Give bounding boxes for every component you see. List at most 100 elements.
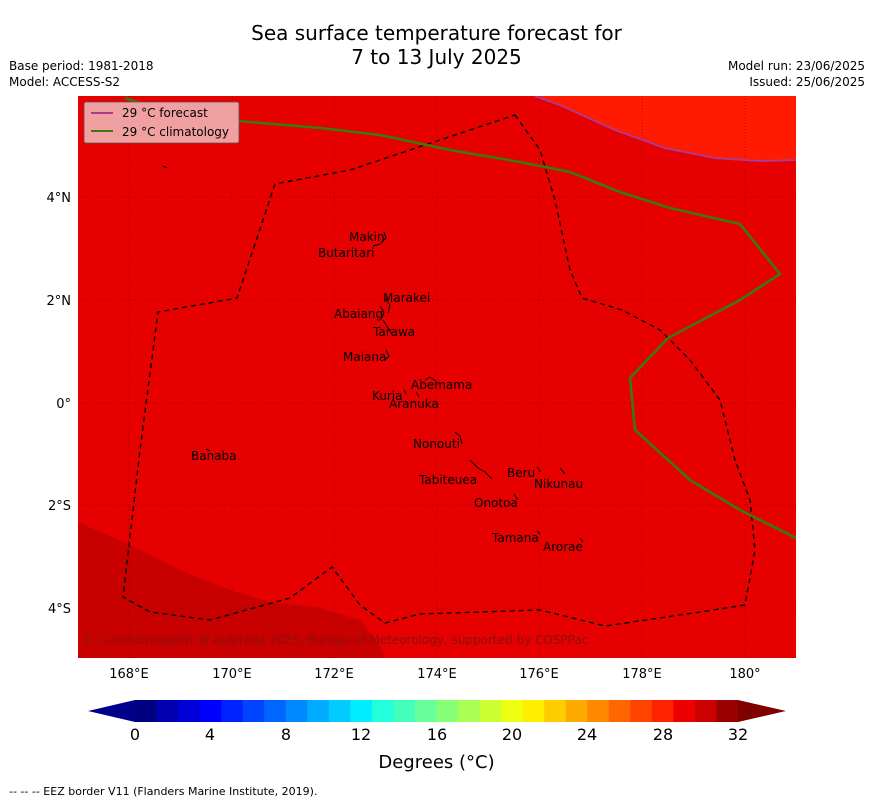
place-label: Kuria [372, 389, 403, 403]
colorbar-cell [135, 700, 158, 722]
graticule [78, 96, 796, 658]
warm-region [535, 96, 796, 161]
colorbar-cell [587, 700, 610, 722]
colorbar-tick-label: 4 [204, 725, 216, 744]
island-small [162, 165, 168, 169]
island-tabiteuea [469, 459, 493, 480]
cool-region [78, 522, 385, 658]
lat-tick-label: 4°S [48, 602, 71, 617]
place-label: Butaritari [318, 246, 375, 260]
legend-forecast-label: 29 °C forecast [122, 106, 208, 120]
colorbar-cell [608, 700, 631, 722]
colorbar-cell [694, 700, 717, 722]
colorbar-title: Degrees (°C) [378, 752, 495, 773]
colorbar-cell [716, 700, 739, 722]
colorbar-cell [242, 700, 265, 722]
island-maiana [384, 349, 390, 361]
colorbar-cell [264, 700, 287, 722]
lon-tick-label: 170°E [212, 667, 252, 682]
island-kuria [403, 389, 407, 395]
place-label: Makin [349, 230, 385, 244]
eez-border [122, 114, 756, 627]
colorbar-cell [156, 700, 179, 722]
colorbar-cell [673, 700, 696, 722]
model-run-text: Model run: 23/06/2025 [727, 59, 865, 73]
lon-tick-label: 174°E [417, 667, 457, 682]
lon-tick-label: 172°E [314, 667, 354, 682]
place-label: Marakei [383, 291, 430, 305]
lon-tick-label: 180° [729, 667, 760, 682]
copyright-text: © Commonwealth of Australia 2025, Bureau… [83, 633, 588, 647]
place-label: Abemama [411, 378, 472, 392]
colorbar-cell [307, 700, 330, 722]
island-aranuka [415, 391, 420, 398]
forecast-29c-contour [534, 96, 796, 163]
colorbar-cell [328, 700, 351, 722]
place-label: Beru [507, 466, 535, 480]
colorbar-cell [565, 700, 588, 722]
lat-tick-label: 2°N [47, 294, 72, 309]
colorbar-tick-label: 28 [652, 725, 674, 744]
map-plot-area: Makin Butaritari Marakei Abaiang Tarawa … [78, 96, 796, 658]
place-label: Banaba [191, 449, 237, 463]
colorbar-cell [436, 700, 459, 722]
colorbar-cell [630, 700, 653, 722]
colorbar-cell [393, 700, 416, 722]
island-marakei [384, 297, 391, 314]
meta-right: Model run: 23/06/2025 Issued: 25/06/2025 [728, 58, 865, 90]
climatology-29c-contour [124, 96, 796, 540]
island-nikunau [559, 467, 566, 475]
legend-box [83, 101, 240, 144]
place-label: Tabiteuea [418, 473, 477, 487]
lon-tick-label: 176°E [519, 667, 559, 682]
place-labels: Makin Butaritari Marakei Abaiang Tarawa … [191, 230, 583, 554]
sst-map: Makin Butaritari Marakei Abaiang Tarawa … [47, 96, 796, 682]
colorbar-cell [285, 700, 308, 722]
island-nonouti [454, 431, 463, 445]
colorbar-cell [221, 700, 244, 722]
place-label: Nonouti [413, 437, 460, 451]
issued-text: Issued: 25/06/2025 [749, 75, 865, 89]
island-tamana [536, 530, 541, 535]
place-label: Tarawa [372, 325, 415, 339]
lat-tick-label: 0° [56, 397, 71, 412]
longitude-tick-labels: 168°E 170°E 172°E 174°E 176°E 178°E 180° [109, 667, 760, 682]
model-text: Model: ACCESS-S2 [9, 75, 121, 89]
base-period-text: Base period: 1981-2018 [9, 59, 154, 73]
island-abaiang [379, 305, 385, 319]
colorbar-cell [479, 700, 502, 722]
colorbar-tick-label: 8 [280, 725, 292, 744]
colorbar-cell [414, 700, 437, 722]
place-label: Aranuka [389, 397, 439, 411]
colorbar-cell [522, 700, 545, 722]
colorbar-tick-label: 12 [350, 725, 372, 744]
island-beru [536, 466, 542, 473]
map-title-line1: Sea surface temperature forecast for [251, 21, 622, 45]
lat-tick-label: 2°S [48, 499, 71, 514]
meta-left: Base period: 1981-2018 Model: ACCESS-S2 [9, 58, 154, 90]
island-makin-butaritari [372, 231, 387, 247]
eez-footnote: -- -- -- EEZ border V11 (Flanders Marine… [9, 785, 318, 798]
island-arorae [579, 537, 584, 543]
island-abemama [424, 376, 437, 382]
colorbar-cell [544, 700, 567, 722]
island-onotoa [513, 493, 519, 501]
colorbar-cell [199, 700, 222, 722]
colorbar-under-arrow [88, 700, 135, 722]
colorbar-cell [178, 700, 201, 722]
colorbar-tick-label: 32 [727, 725, 749, 744]
latitude-tick-labels: 4°N 2°N 0° 2°S 4°S [47, 191, 72, 617]
colorbar-tick-label: 20 [501, 725, 523, 744]
lon-tick-label: 178°E [622, 667, 662, 682]
colorbar-over-arrow [738, 700, 786, 722]
island-banaba [205, 448, 211, 452]
place-label: Nikunau [534, 477, 583, 491]
place-label: Onotoa [474, 496, 518, 510]
lat-tick-label: 4°N [47, 191, 72, 206]
colorbar-cells [135, 700, 739, 722]
colorbar-cell [350, 700, 373, 722]
place-label: Maiana [343, 350, 386, 364]
colorbar-cell [651, 700, 674, 722]
place-label: Tamana [491, 531, 539, 545]
island-tarawa [382, 319, 393, 335]
